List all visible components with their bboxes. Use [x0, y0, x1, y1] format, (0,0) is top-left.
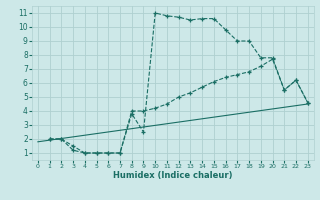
X-axis label: Humidex (Indice chaleur): Humidex (Indice chaleur) — [113, 171, 233, 180]
